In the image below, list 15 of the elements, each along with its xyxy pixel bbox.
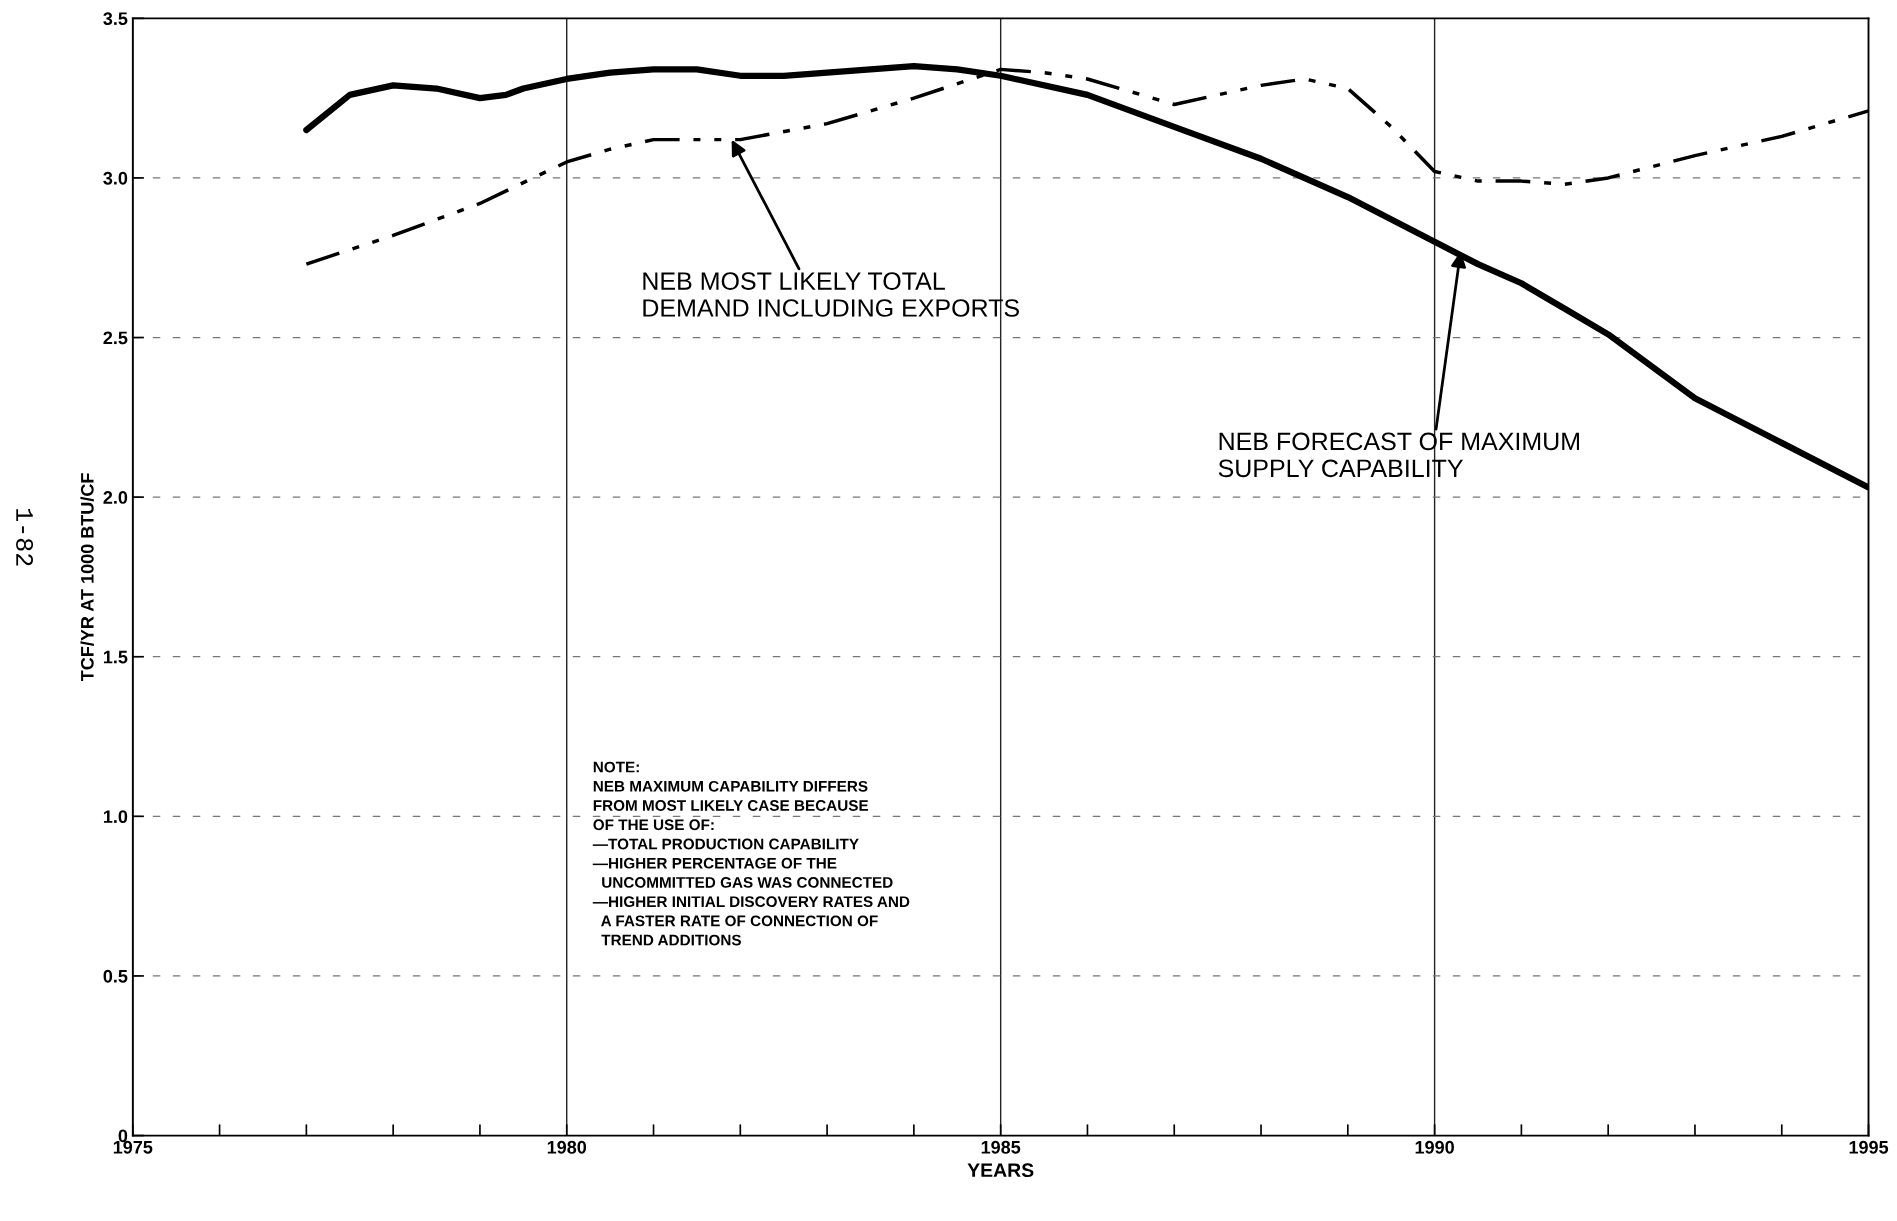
y-tick-label: 1.0 <box>103 810 128 824</box>
text: 1-82 <box>16 509 34 566</box>
y-tick-label: 1.5 <box>103 650 128 664</box>
text: NOTE: NEB MAXIMUM CAPABILITY DIFFERS FROM MOST LIKELY CASE BECAUSE OF THE USE OF: —TOTAL PRODUCTION CAPABILITY —HIGHER PERCENTAGE OF THE UNCOMMITTED GAS WAS CONNECTED —HIGHER INITIAL DISCOVERY RATES AND A FASTER RATE OF CONNECTION OF TREND ADDITIONS <box>592 761 910 946</box>
y-tick-label: 3.5 <box>103 12 128 26</box>
x-tick-label: 1990 <box>1415 1140 1454 1154</box>
x-tick-label: 1995 <box>1849 1140 1889 1154</box>
y-tick-label: 2.0 <box>103 491 128 504</box>
y-axis-title: TCF/YR AT 1000 BTU/CF <box>80 473 94 682</box>
x-tick-label: 1985 <box>981 1140 1021 1154</box>
y-tick-label: 2.5 <box>103 331 128 345</box>
x-axis-title: YEARS <box>967 1163 1034 1178</box>
y-tick-label: 3.0 <box>103 171 128 185</box>
y-tick-label: 0.5 <box>103 969 128 983</box>
x-tick-label: 1980 <box>547 1140 587 1154</box>
